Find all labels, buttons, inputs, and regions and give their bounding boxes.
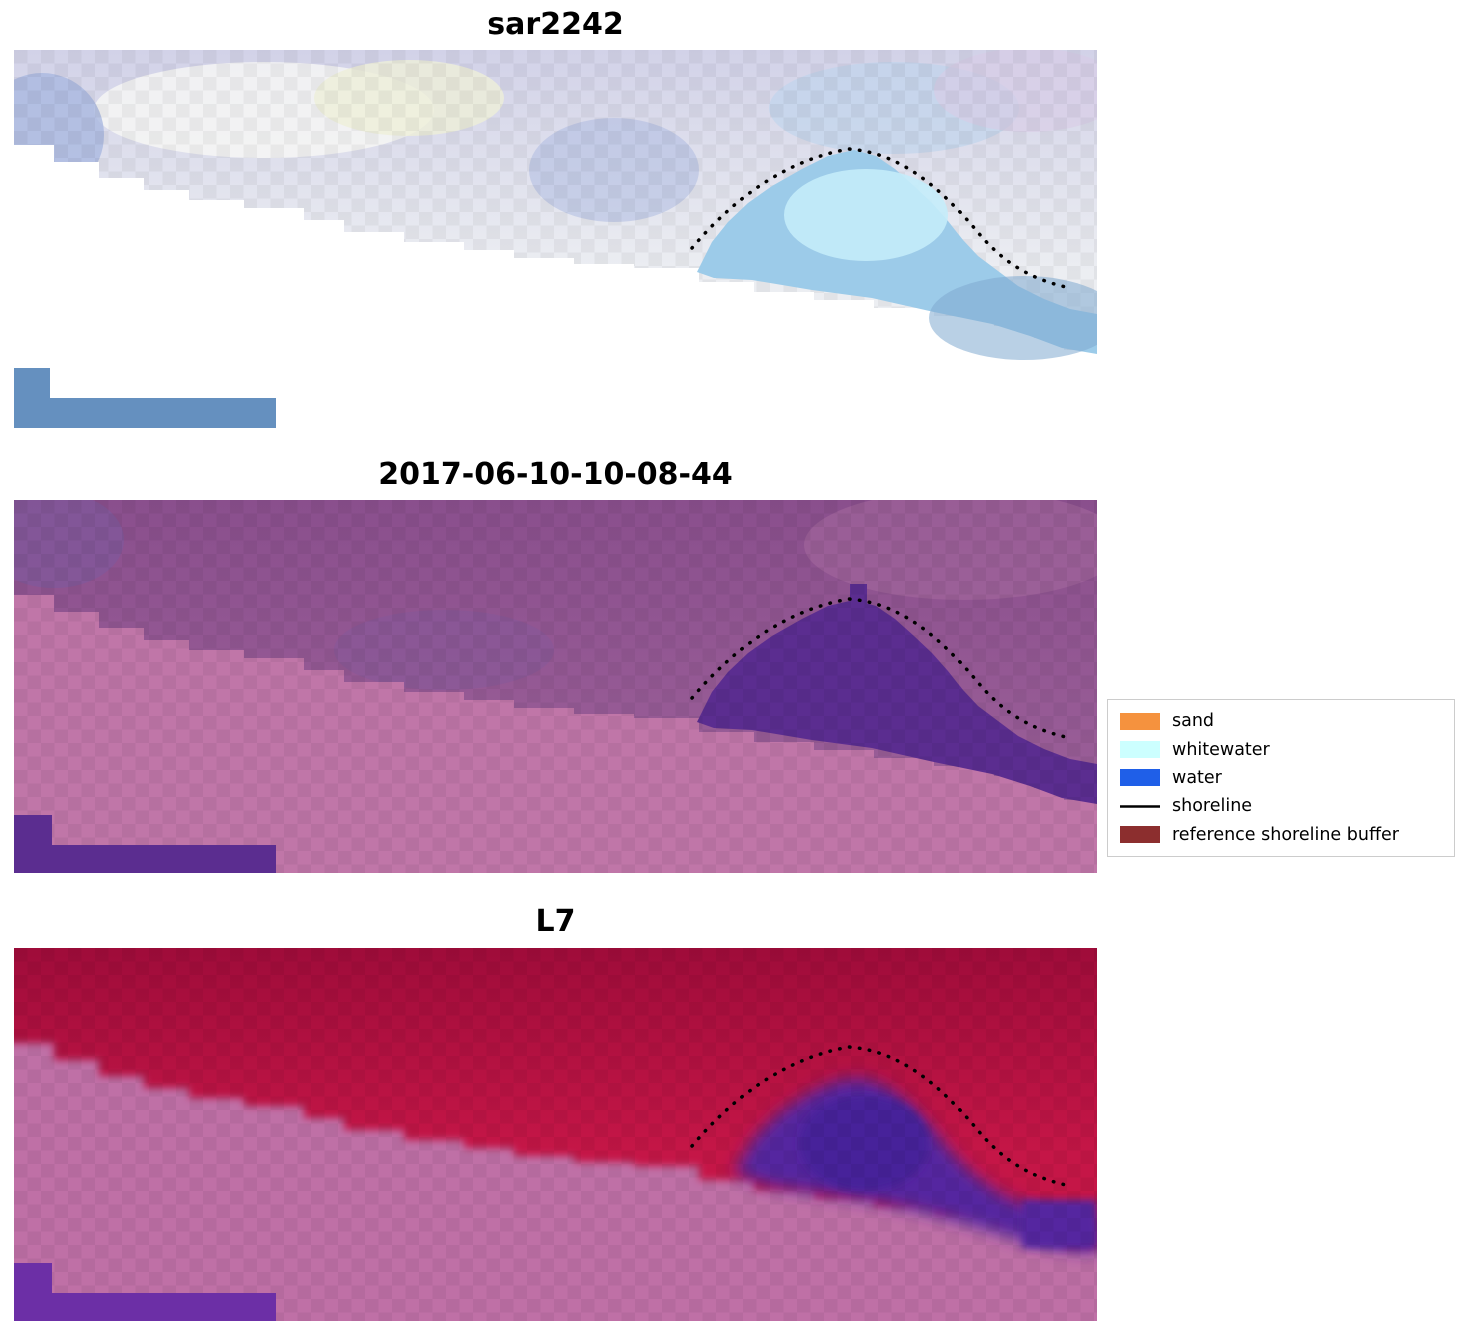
panel-title-sar2242: sar2242 — [487, 7, 624, 42]
panel-title-date: 2017-06-10-10-08-44 — [378, 457, 733, 492]
shoreline-dots — [690, 147, 1068, 289]
reference-buffer-swatch — [1120, 826, 1160, 844]
legend: sand whitewater water shoreline referenc… — [1107, 699, 1455, 857]
shoreline-dots — [690, 1045, 1068, 1187]
legend-item-reference-buffer: reference shoreline buffer — [1120, 821, 1442, 849]
sar-image — [14, 50, 1097, 430]
l7-pixelation-overlay — [14, 948, 1097, 1321]
legend-item-water: water — [1120, 764, 1442, 792]
legend-item-whitewater: whitewater — [1120, 736, 1442, 764]
sand-swatch — [1120, 712, 1160, 730]
shoreline-dots — [690, 597, 1068, 739]
legend-label-sand: sand — [1172, 711, 1215, 732]
legend-item-sand: sand — [1120, 707, 1442, 735]
legend-label-whitewater: whitewater — [1172, 739, 1270, 760]
l7-strip-nub — [14, 1263, 52, 1295]
sar-masked-region — [14, 145, 1097, 430]
shoreline-line-swatch — [1120, 805, 1160, 808]
classified-image — [14, 500, 1097, 873]
sar-strip-bar — [14, 398, 276, 428]
legend-item-shoreline: shoreline — [1120, 792, 1442, 820]
legend-label-shoreline: shoreline — [1172, 796, 1253, 817]
l7-image — [14, 948, 1097, 1321]
sar-whitewater-highlight — [784, 169, 948, 261]
classified-strip-bar — [14, 845, 276, 873]
l7-strip-bar — [14, 1293, 276, 1321]
water-swatch — [1120, 769, 1160, 787]
sar-deep-water-patch — [929, 276, 1097, 360]
classified-strip-nub — [14, 815, 52, 847]
classified-pixelation-overlay — [14, 500, 1097, 873]
whitewater-swatch — [1120, 741, 1160, 759]
panel-title-l7: L7 — [535, 904, 576, 939]
legend-label-water: water — [1172, 767, 1222, 788]
legend-label-reference-buffer: reference shoreline buffer — [1172, 824, 1399, 845]
sar-strip-nub — [14, 368, 50, 401]
